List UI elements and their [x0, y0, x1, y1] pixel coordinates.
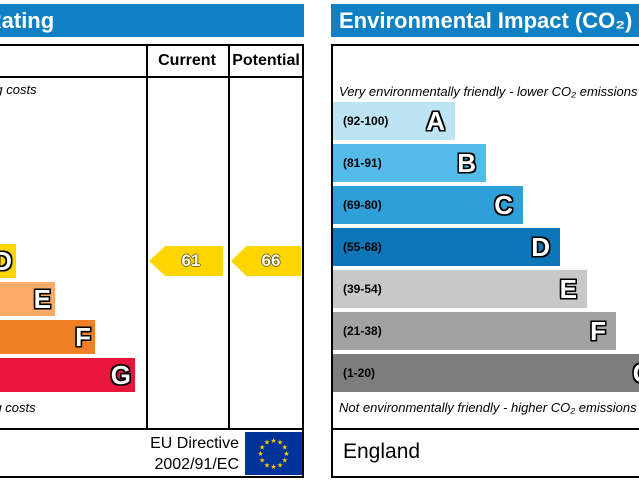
friendly-note: Very environmentally friendly - lower CO… — [339, 84, 638, 99]
footer-divider — [331, 428, 639, 430]
svg-text:★: ★ — [277, 461, 283, 469]
svg-text:★: ★ — [264, 439, 270, 447]
band-range-d: (55-68) — [343, 240, 382, 254]
svg-text:★: ★ — [283, 450, 289, 458]
band-letter-g: G — [110, 360, 131, 390]
band-letter-e: E — [33, 284, 51, 314]
co2-band-f: (21-38) F — [333, 312, 616, 350]
energy-band-f: F — [0, 320, 95, 354]
potential-rating-arrow: 66 — [231, 246, 301, 276]
band-range-c: (69-80) — [343, 198, 382, 212]
current-column-header: Current — [158, 52, 216, 69]
efficient-note: Very energy efficient - lower running co… — [0, 82, 37, 97]
svg-text:★: ★ — [259, 444, 265, 452]
band-range-b: (81-91) — [343, 156, 382, 170]
potential-column-header: Potential — [232, 52, 300, 69]
not-efficient-note: Not energy efficient - higher running co… — [0, 400, 36, 415]
eu-directive-line2: 2002/91/EC — [154, 456, 239, 473]
svg-text:★: ★ — [270, 437, 276, 445]
column-divider — [146, 44, 148, 428]
band-letter-f: F — [590, 316, 606, 346]
svg-text:★: ★ — [282, 457, 288, 465]
eu-flag-icon: ★ ★ ★★ ★★ ★★ ★★ ★★ — [245, 432, 302, 475]
potential-rating-value: 66 — [261, 251, 281, 270]
environmental-impact-panel: Environmental Impact (CO₂) Rating Very e… — [331, 0, 639, 480]
co2-band-a: (92-100) A — [333, 102, 455, 140]
eu-directive-label: EU Directive 2002/91/EC — [117, 433, 239, 475]
band-letter-d: D — [0, 246, 12, 276]
co2-band-c: (69-80) C — [333, 186, 523, 224]
svg-text:★: ★ — [257, 450, 263, 458]
band-letter-b: B — [457, 148, 476, 178]
band-range-f: (21-38) — [343, 324, 382, 338]
svg-text:★: ★ — [264, 461, 270, 469]
band-letter-a: A — [426, 106, 445, 136]
eu-directive-line1: EU Directive — [150, 435, 239, 452]
band-letter-g: G — [633, 360, 639, 386]
co2-band-e: (39-54) E — [333, 270, 587, 308]
environmental-impact-title: Environmental Impact (CO₂) Rating — [331, 4, 639, 37]
current-rating-value: 61 — [181, 251, 201, 270]
energy-band-g: G — [0, 358, 135, 392]
not-friendly-note: Not environmentally friendly - higher CO… — [339, 400, 637, 415]
column-divider — [228, 44, 230, 428]
band-range-g: (1-20) — [343, 366, 376, 380]
band-letter-f: F — [75, 322, 91, 352]
region-label: England — [343, 440, 421, 463]
svg-text:★: ★ — [277, 439, 283, 447]
svg-text:★: ★ — [282, 444, 288, 452]
band-range-e: (39-54) — [343, 282, 382, 296]
energy-efficiency-title: Energy Efficiency Rating — [0, 4, 304, 37]
band-letter-e: E — [559, 274, 577, 304]
footer-divider — [0, 428, 304, 430]
energy-efficiency-panel: Energy Efficiency Rating Current Potenti… — [0, 0, 307, 480]
svg-text:★: ★ — [270, 463, 276, 471]
co2-band-b: (81-91) B — [333, 144, 486, 182]
band-letter-d: D — [531, 232, 550, 262]
svg-text:★: ★ — [259, 457, 265, 465]
energy-band-e: E — [0, 282, 55, 316]
co2-band-g: (1-20) G — [333, 354, 639, 392]
column-header-divider — [0, 76, 304, 78]
current-rating-arrow: 61 — [149, 246, 223, 276]
band-letter-c: C — [494, 190, 513, 220]
co2-band-d: (55-68) D — [333, 228, 560, 266]
energy-band-d: D — [0, 244, 16, 278]
band-range-a: (92-100) — [343, 114, 389, 128]
